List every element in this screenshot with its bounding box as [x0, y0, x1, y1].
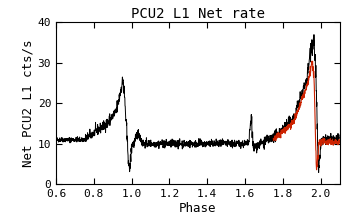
X-axis label: Phase: Phase — [179, 202, 217, 215]
Y-axis label: Net PCU2 L1 cts/s: Net PCU2 L1 cts/s — [22, 40, 35, 167]
Title: PCU2 L1 Net rate: PCU2 L1 Net rate — [131, 7, 265, 21]
